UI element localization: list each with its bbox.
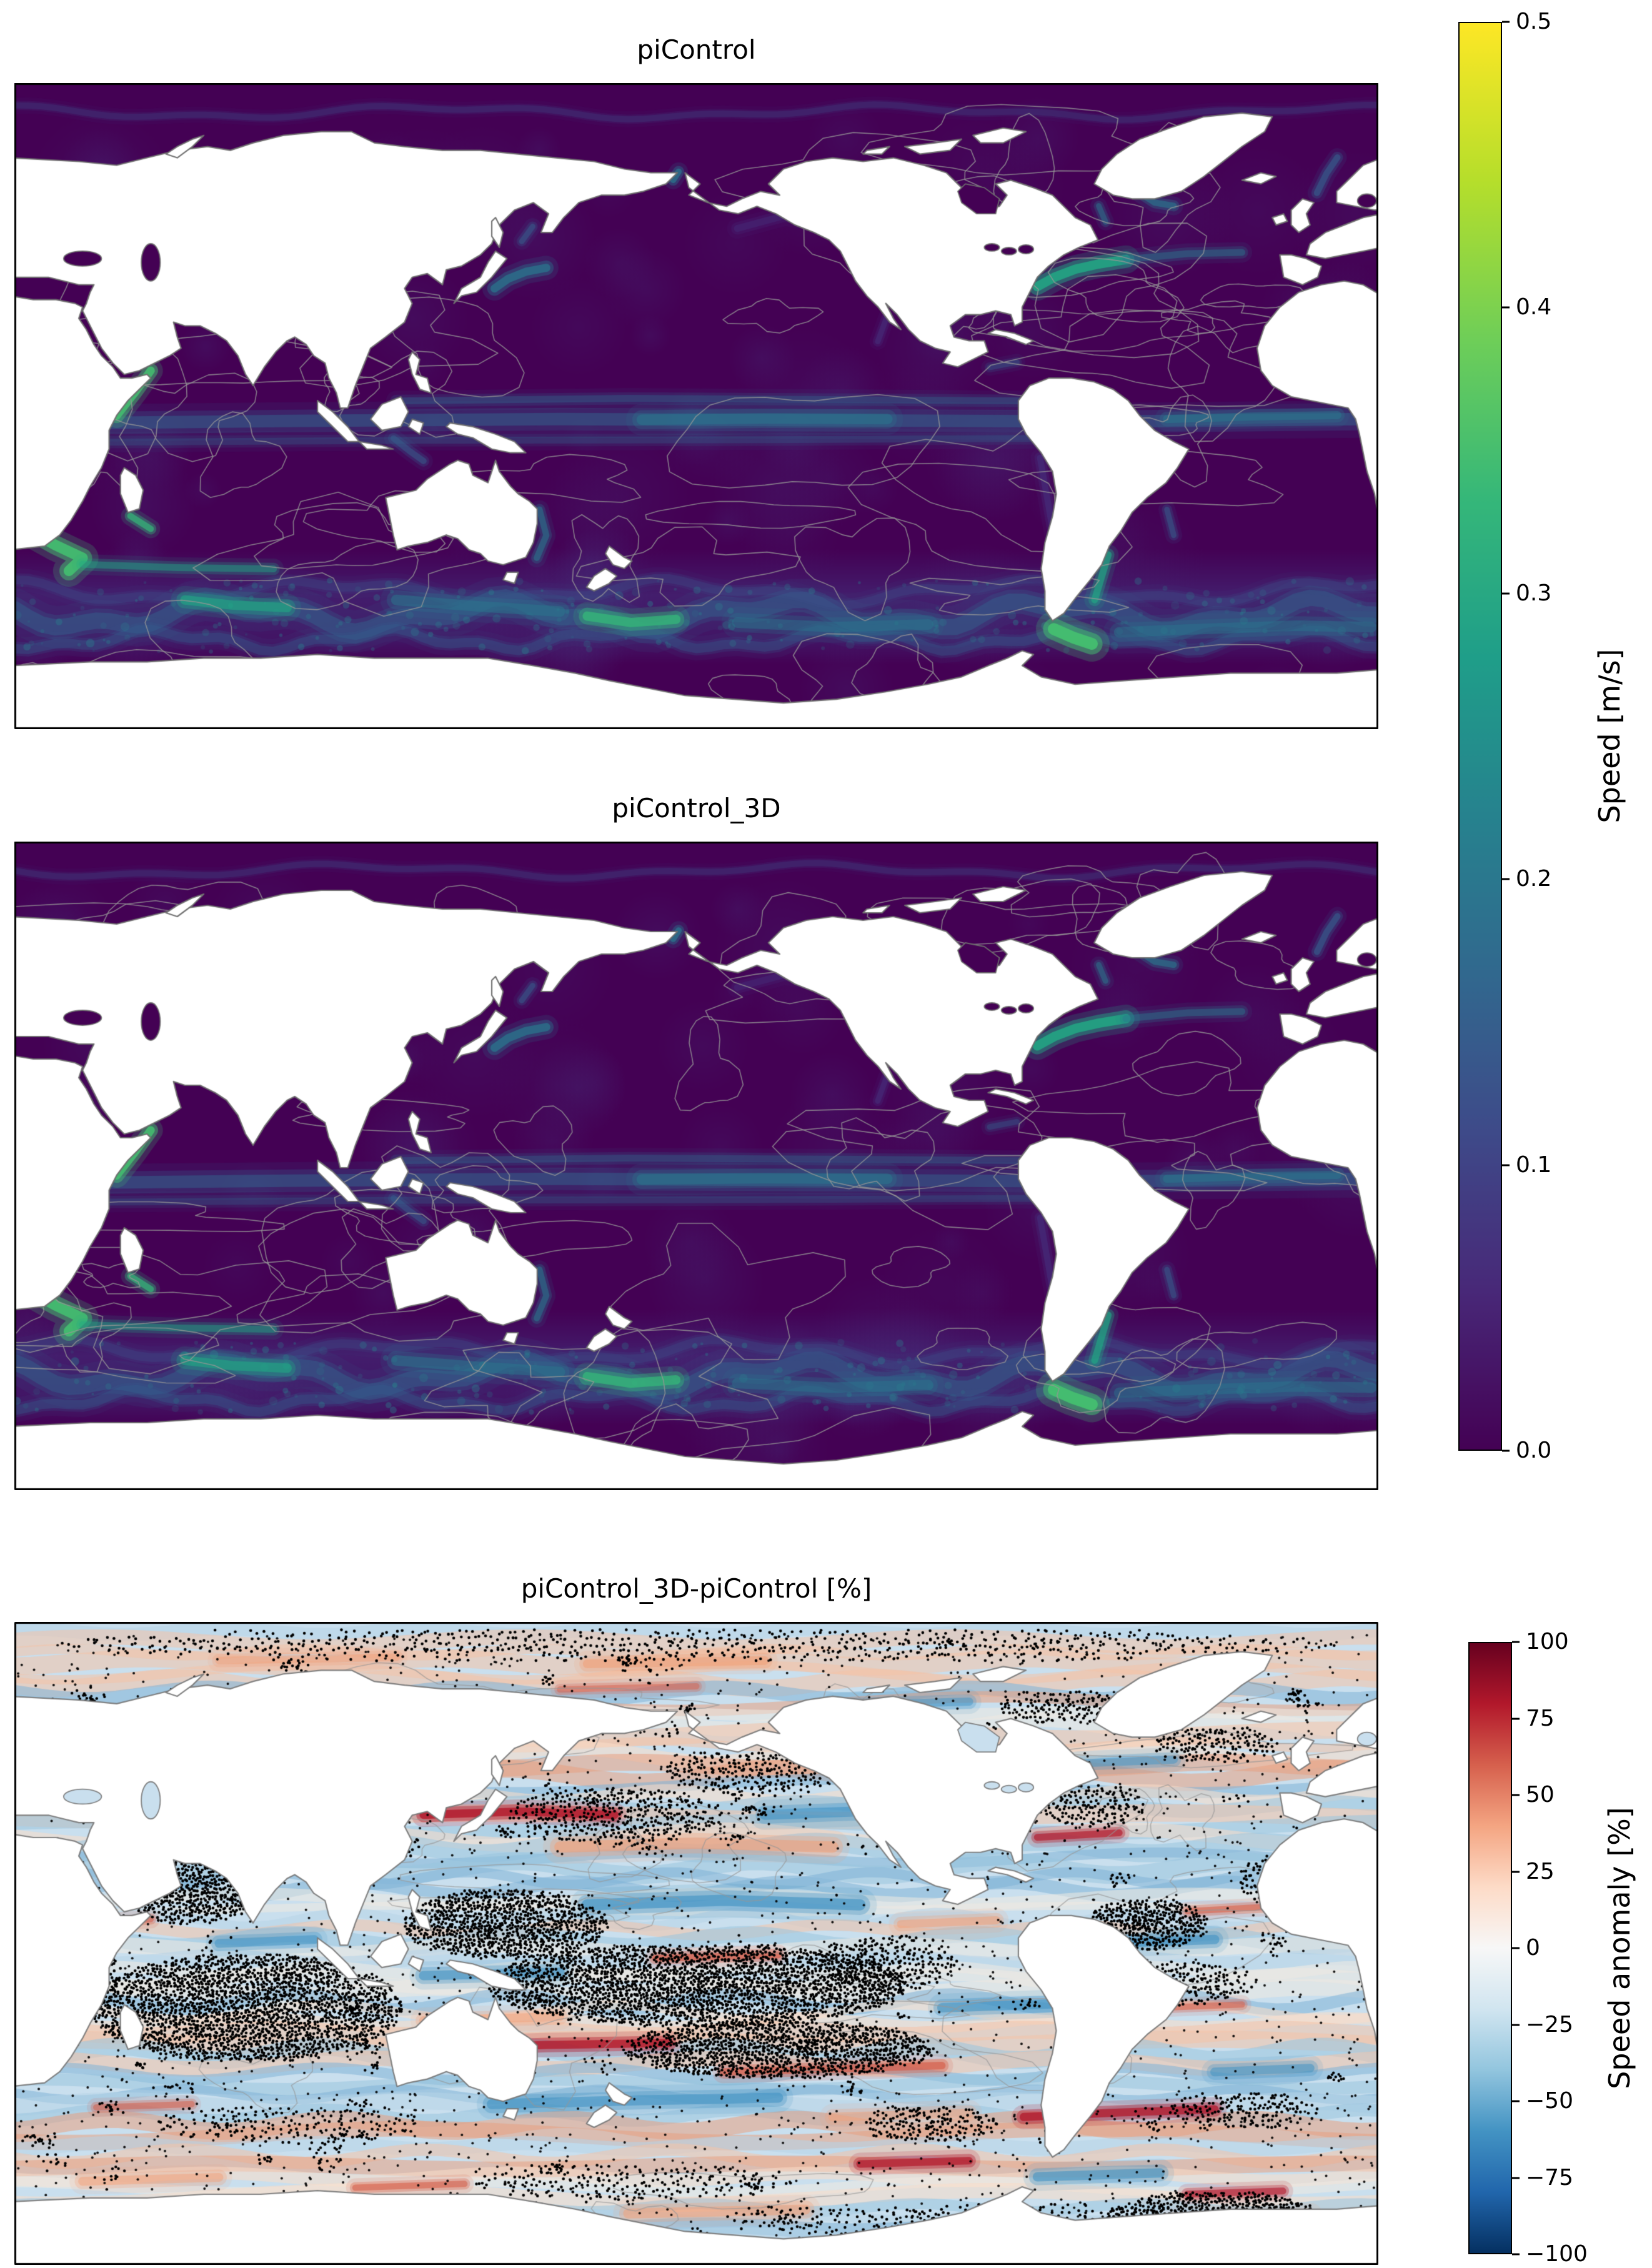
colorbar-tick-mark [1512, 2024, 1520, 2026]
colorbar-tick-mark [1512, 2253, 1520, 2256]
colorbar-speed: 0.5 0.4 0.3 0.2 0.1 0.0 [1458, 11, 1551, 1462]
colorbar-tick-label: 0.3 [1516, 580, 1552, 606]
map-picontrol [14, 83, 1378, 729]
colorbar-tick-mark [1502, 1450, 1510, 1452]
colorbar-tick-mark [1512, 1641, 1520, 1643]
colorbar-anomaly-gradient [1468, 1642, 1512, 2254]
colorbar-tick-mark [1502, 306, 1510, 309]
colorbar-speed-axis-label: Speed [m/s] [1593, 649, 1626, 823]
map-picontrol-3d [14, 842, 1378, 1490]
colorbar-tick-label: 75 [1526, 1705, 1555, 1731]
colorbar-speed-gradient [1458, 22, 1502, 1451]
colorbar-speed-ticks: 0.5 0.4 0.3 0.2 0.1 0.0 [1502, 11, 1640, 1462]
panel-title-picontrol-3d: piControl_3D [612, 793, 781, 823]
colorbar-tick-label: 0 [1526, 1935, 1540, 1961]
colorbar-tick-mark [1512, 1871, 1520, 1873]
colorbar-tick-mark [1512, 1718, 1520, 1719]
panel-picontrol: piControl [14, 34, 1378, 729]
panel-picontrol-3d: piControl_3D [14, 793, 1378, 1490]
map-anomaly [14, 1622, 1378, 2265]
panel-anomaly: piControl_3D-piControl [%] [14, 1573, 1378, 2265]
colorbar-anomaly-ticks: 100 75 50 25 0 −25 −50 −75 −100 [1512, 1631, 1650, 2266]
colorbar-tick-mark [1512, 2100, 1520, 2102]
colorbar-tick-label: −50 [1526, 2088, 1573, 2114]
colorbar-tick-label: −25 [1526, 2011, 1573, 2037]
colorbar-tick-label: 0.1 [1516, 1151, 1552, 1178]
panel-title-anomaly: piControl_3D-piControl [%] [520, 1573, 872, 1604]
colorbar-tick-mark [1502, 1164, 1510, 1166]
colorbar-tick-label: 100 [1526, 1629, 1569, 1654]
colorbar-tick-mark [1512, 1794, 1520, 1796]
colorbar-tick-label: 0.4 [1516, 294, 1552, 321]
colorbar-tick-label: 25 [1526, 1858, 1555, 1884]
colorbar-tick-label: 0.2 [1516, 866, 1552, 892]
colorbar-tick-mark [1502, 21, 1510, 23]
colorbar-tick-label: 0.0 [1516, 1438, 1552, 1463]
colorbar-anomaly: 100 75 50 25 0 −25 −50 −75 −100 [1468, 1631, 1588, 2266]
colorbar-tick-mark [1512, 2177, 1520, 2179]
panel-title-picontrol: piControl [637, 34, 756, 65]
colorbar-tick-mark [1502, 878, 1510, 880]
colorbar-tick-label: −75 [1526, 2164, 1573, 2191]
colorbar-tick-label: −100 [1526, 2241, 1588, 2267]
colorbar-tick-mark [1512, 1947, 1520, 1949]
colorbar-tick-label: 0.5 [1516, 9, 1552, 34]
colorbar-tick-label: 50 [1526, 1782, 1555, 1808]
colorbar-tick-mark [1502, 592, 1510, 595]
colorbar-anomaly-axis-label: Speed anomaly [%] [1603, 1807, 1636, 2089]
